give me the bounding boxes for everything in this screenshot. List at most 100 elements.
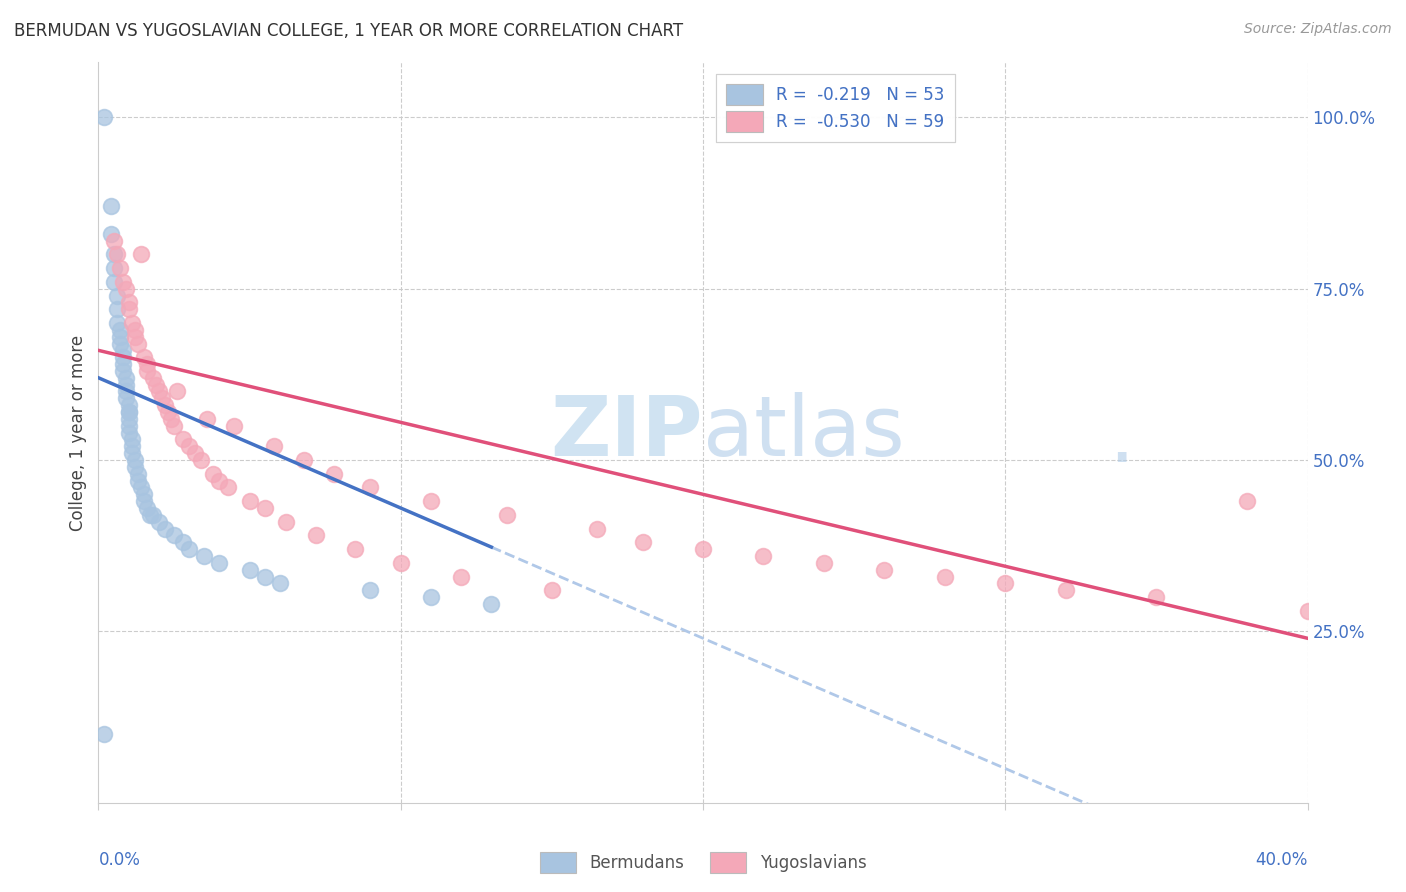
Point — [121, 446, 143, 460]
Point — [118, 405, 141, 419]
Point — [124, 323, 146, 337]
Point — [105, 288, 128, 302]
Point — [127, 336, 149, 351]
Y-axis label: College, 1 year or more: College, 1 year or more — [69, 334, 87, 531]
Point — [118, 418, 141, 433]
Legend: R =  -0.219   N = 53, R =  -0.530   N = 59: R = -0.219 N = 53, R = -0.530 N = 59 — [716, 74, 955, 142]
Point — [495, 508, 517, 522]
Point — [631, 535, 654, 549]
Point — [124, 459, 146, 474]
Point — [420, 494, 443, 508]
Point — [217, 480, 239, 494]
Point — [344, 542, 367, 557]
Point — [1236, 494, 1258, 508]
Point — [129, 480, 152, 494]
Point — [111, 343, 134, 358]
Point — [148, 384, 170, 399]
Point — [108, 323, 131, 337]
Text: Source: ZipAtlas.com: Source: ZipAtlas.com — [1244, 22, 1392, 37]
Point — [269, 576, 291, 591]
Point — [163, 418, 186, 433]
Point — [692, 542, 714, 557]
Text: BERMUDAN VS YUGOSLAVIAN COLLEGE, 1 YEAR OR MORE CORRELATION CHART: BERMUDAN VS YUGOSLAVIAN COLLEGE, 1 YEAR … — [14, 22, 683, 40]
Point — [360, 583, 382, 598]
Point — [163, 528, 186, 542]
Point — [323, 467, 346, 481]
Point — [129, 247, 152, 261]
Point — [111, 364, 134, 378]
Point — [253, 501, 276, 516]
Point — [184, 446, 207, 460]
Point — [132, 350, 155, 364]
Point — [172, 535, 194, 549]
Text: 40.0%: 40.0% — [1256, 851, 1308, 869]
Point — [118, 295, 141, 310]
Point — [103, 234, 125, 248]
Point — [179, 439, 201, 453]
Point — [450, 569, 472, 583]
Point — [148, 515, 170, 529]
Point — [105, 316, 128, 330]
Point — [135, 501, 157, 516]
Point — [118, 398, 141, 412]
Point — [389, 556, 412, 570]
Point — [139, 508, 162, 522]
Point — [160, 412, 183, 426]
Point — [100, 199, 122, 213]
Point — [202, 467, 225, 481]
Point — [292, 453, 315, 467]
Point — [873, 563, 896, 577]
Point — [118, 412, 141, 426]
Point — [253, 569, 276, 583]
Point — [111, 357, 134, 371]
Point — [135, 364, 157, 378]
Point — [179, 542, 201, 557]
Point — [263, 439, 285, 453]
Point — [1144, 590, 1167, 604]
Point — [142, 371, 165, 385]
Point — [153, 522, 176, 536]
Point — [420, 590, 443, 604]
Point — [93, 727, 115, 741]
Point — [103, 261, 125, 276]
Point — [108, 329, 131, 343]
Point — [114, 384, 136, 399]
Point — [135, 357, 157, 371]
Point — [100, 227, 122, 241]
Point — [118, 302, 141, 317]
Point — [124, 329, 146, 343]
Point — [118, 405, 141, 419]
Point — [142, 508, 165, 522]
Point — [114, 377, 136, 392]
Point — [150, 392, 173, 406]
Point — [108, 336, 131, 351]
Point — [190, 453, 212, 467]
Point — [239, 563, 262, 577]
Point — [481, 597, 503, 611]
Point — [752, 549, 775, 563]
Point — [124, 453, 146, 467]
Point — [153, 398, 176, 412]
Point — [114, 371, 136, 385]
Point — [103, 247, 125, 261]
Point — [121, 439, 143, 453]
Point — [93, 110, 115, 124]
Point — [118, 425, 141, 440]
Point — [193, 549, 215, 563]
Text: ZIP: ZIP — [551, 392, 703, 473]
Point — [132, 487, 155, 501]
Point — [121, 316, 143, 330]
Point — [1054, 583, 1077, 598]
Point — [239, 494, 262, 508]
Point — [813, 556, 835, 570]
Point — [132, 494, 155, 508]
Point — [195, 412, 218, 426]
Point — [224, 418, 246, 433]
Point — [127, 467, 149, 481]
Point — [111, 350, 134, 364]
Text: atlas: atlas — [703, 392, 904, 473]
Point — [208, 556, 231, 570]
Point — [145, 377, 167, 392]
Point — [111, 275, 134, 289]
Point — [934, 569, 956, 583]
